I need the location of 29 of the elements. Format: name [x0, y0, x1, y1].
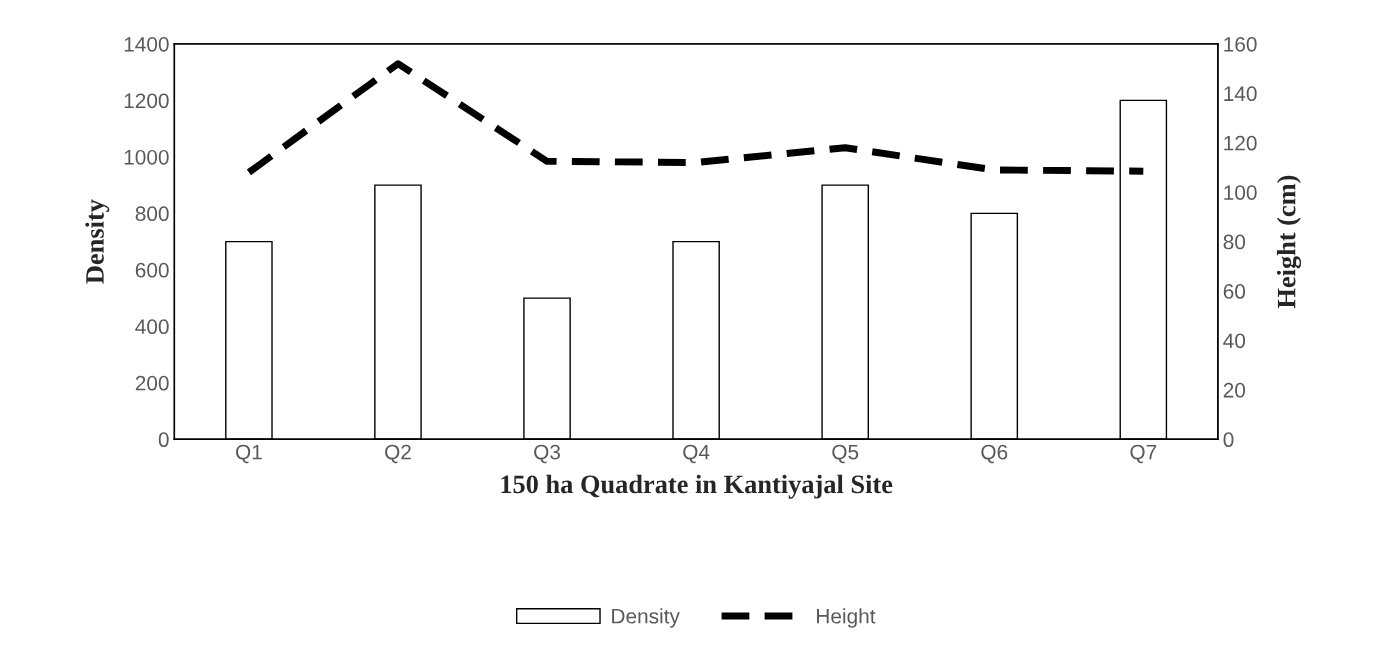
y-tick-label: 0: [158, 432, 169, 448]
y2-tick-label: 60: [1223, 284, 1246, 299]
x-tick-label: Q7: [1130, 444, 1157, 464]
y-tick-label: 1000: [124, 149, 169, 165]
x-tick-label: Q5: [832, 444, 859, 464]
y-tick-label: 600: [135, 262, 169, 278]
x-tick-label: Q4: [683, 444, 710, 464]
y2-tick-label: 140: [1224, 86, 1257, 102]
y2-tick-label: 0: [1223, 432, 1234, 448]
x-axis-title: 150 ha Quadrate in Kantiyajal Site: [501, 474, 893, 499]
x-tick-label: Q1: [236, 444, 262, 464]
y-tick-label: 200: [135, 375, 169, 391]
y-axis-title: Density: [85, 199, 110, 284]
x-tick-label: Q3: [534, 444, 561, 464]
legend-label: Height: [817, 608, 876, 628]
y2-tick-label: 160: [1224, 36, 1257, 52]
legend-label: Density: [612, 608, 680, 628]
y2-tick-label: 20: [1223, 382, 1246, 398]
y-tick-label: 800: [135, 206, 169, 222]
y2-tick-label: 40: [1223, 333, 1246, 349]
y2-tick-label: 120: [1224, 135, 1257, 151]
y-tick-label: 400: [135, 319, 169, 335]
y-tick-label: 1400: [124, 36, 169, 52]
y2-axis-title: Height (cm): [1276, 175, 1302, 309]
x-tick-label: Q2: [385, 444, 411, 464]
x-tick-label: Q6: [981, 444, 1008, 464]
y2-tick-label: 80: [1223, 234, 1246, 250]
y-tick-label: 1200: [124, 93, 169, 109]
y2-tick-label: 100: [1224, 185, 1257, 200]
